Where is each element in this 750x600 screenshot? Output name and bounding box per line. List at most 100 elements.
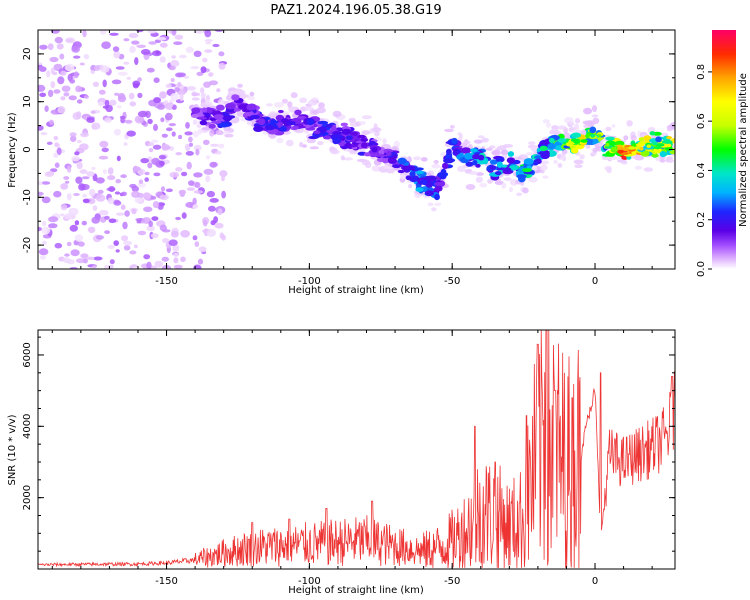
- spectral-noise-blob: [161, 229, 171, 233]
- spectral-ridge-blob: [442, 162, 449, 170]
- spectral-noise-blob: [168, 65, 176, 71]
- spectral-noise-blob: [67, 165, 72, 173]
- spectral-ridge-blob: [332, 131, 343, 135]
- spectral-noise-blob: [148, 41, 157, 45]
- spectral-noise-blob: [138, 179, 144, 184]
- spectral-noise-blob: [76, 99, 83, 104]
- spectral-halo-blob: [634, 165, 643, 170]
- spectral-halo-blob: [269, 111, 277, 115]
- spectral-noise-blob: [169, 146, 175, 152]
- spectral-halo-blob: [457, 165, 466, 172]
- spectral-halo-blob: [225, 95, 233, 101]
- spectral-noise-blob: [129, 45, 136, 54]
- spectral-noise-blob: [60, 183, 69, 190]
- spectral-noise-blob: [203, 139, 210, 145]
- spectral-noise-blob: [86, 171, 95, 177]
- spectral-noise-blob: [82, 30, 87, 38]
- spectral-halo-blob: [332, 110, 342, 118]
- spectral-halo-blob: [557, 163, 563, 168]
- colorbar-tick-label: 0.6: [696, 113, 707, 129]
- spectral-noise-blob: [188, 136, 193, 143]
- spectral-ridge-blob: [489, 165, 497, 170]
- spectral-noise-blob: [51, 30, 60, 34]
- spectral-noise-blob: [70, 249, 80, 257]
- spectral-noise-blob: [150, 233, 159, 239]
- spectral-halo-blob: [462, 140, 471, 145]
- spectral-peak-blob: [611, 146, 617, 151]
- spectral-noise-blob: [107, 167, 114, 175]
- spectral-halo-blob: [302, 144, 307, 148]
- spectral-noise-blob: [89, 188, 96, 197]
- spectral-halo-blob: [546, 122, 551, 128]
- spectral-noise-blob: [104, 230, 110, 235]
- spectral-ridge-blob: [386, 150, 392, 157]
- spectral-halo-blob: [340, 155, 345, 161]
- spectral-noise-blob: [47, 89, 54, 98]
- spectral-halo-blob: [222, 130, 231, 135]
- spectral-ridge-blob: [570, 147, 579, 154]
- spectral-noise-blob: [49, 56, 59, 63]
- spectral-halo-blob: [382, 138, 387, 145]
- spectral-halo-blob: [465, 184, 476, 190]
- spectral-noise-blob: [57, 76, 65, 85]
- spectrogram-x-axis-label: Height of straight line (km): [288, 285, 424, 296]
- spectral-noise-blob: [198, 246, 207, 253]
- snr-y-tick-label: 4000: [22, 414, 33, 439]
- spectral-halo-blob: [408, 183, 413, 189]
- spectral-noise-blob: [46, 141, 53, 145]
- spectral-noise-blob: [41, 226, 51, 235]
- spectral-noise-blob: [90, 69, 95, 74]
- spectral-halo-blob: [561, 149, 568, 155]
- spectral-noise-blob: [40, 132, 48, 136]
- spectral-halo-blob: [249, 91, 255, 97]
- spectral-noise-blob: [178, 189, 187, 195]
- spectral-ridge-blob: [465, 161, 474, 167]
- colorbar-label: Normalized spectral amplitude: [738, 73, 749, 227]
- spectral-halo-blob: [457, 132, 462, 136]
- spectral-ridge-blob: [360, 138, 369, 142]
- spectral-noise-blob: [113, 128, 121, 136]
- spectral-noise-blob: [128, 92, 135, 100]
- spectral-noise-blob: [71, 45, 81, 53]
- spectral-noise-blob: [91, 265, 97, 269]
- spectral-halo-blob: [371, 165, 381, 172]
- spectral-ridge-blob: [547, 143, 556, 150]
- spectral-ridge-blob: [409, 171, 416, 177]
- spectral-noise-blob: [76, 258, 86, 264]
- spectral-noise-blob: [80, 253, 89, 259]
- spectral-halo-blob: [287, 101, 293, 108]
- spectral-noise-blob: [183, 75, 190, 79]
- spectral-noise-blob: [137, 182, 146, 188]
- spectral-ridge-blob: [534, 155, 541, 159]
- spectral-ridge-blob: [322, 135, 331, 140]
- spectral-noise-blob: [82, 193, 87, 198]
- spectral-noise-blob: [83, 54, 90, 60]
- spectral-noise-blob: [148, 142, 155, 147]
- colorbar-tick-label: 0.0: [696, 261, 707, 277]
- spectral-halo-blob: [611, 124, 616, 128]
- spectral-halo-blob: [307, 99, 318, 106]
- spectral-ridge-blob: [538, 151, 548, 155]
- spectrogram-y-tick-label: -10: [22, 189, 33, 205]
- spectral-noise-blob: [50, 67, 55, 75]
- spectral-ridge-blob: [317, 120, 329, 125]
- spectral-ridge-blob: [201, 107, 208, 113]
- spectral-ridge-blob: [638, 137, 645, 142]
- spectral-noise-blob: [73, 193, 80, 196]
- spectral-noise-blob: [143, 254, 151, 260]
- spectral-noise-blob: [179, 93, 184, 102]
- spectral-halo-blob: [564, 117, 574, 124]
- spectral-ridge-blob: [495, 171, 502, 176]
- spectral-noise-blob: [78, 183, 86, 191]
- spectral-noise-blob: [73, 55, 81, 59]
- spectrogram-y-tick-label: 10: [22, 95, 33, 108]
- spectral-noise-blob: [74, 234, 84, 242]
- spectral-ridge-blob: [589, 126, 597, 134]
- spectral-noise-blob: [193, 50, 202, 57]
- spectral-peak-blob: [652, 141, 658, 146]
- spectral-ridge-blob: [434, 182, 445, 186]
- spectral-ridge-blob: [425, 182, 433, 188]
- spectral-halo-blob: [209, 129, 215, 137]
- spectral-peak-blob: [617, 146, 624, 150]
- spectral-noise-blob: [95, 177, 105, 184]
